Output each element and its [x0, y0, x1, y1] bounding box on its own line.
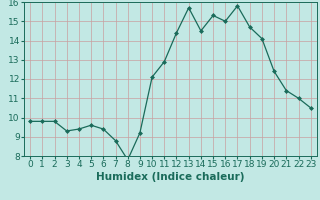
- X-axis label: Humidex (Indice chaleur): Humidex (Indice chaleur): [96, 172, 245, 182]
